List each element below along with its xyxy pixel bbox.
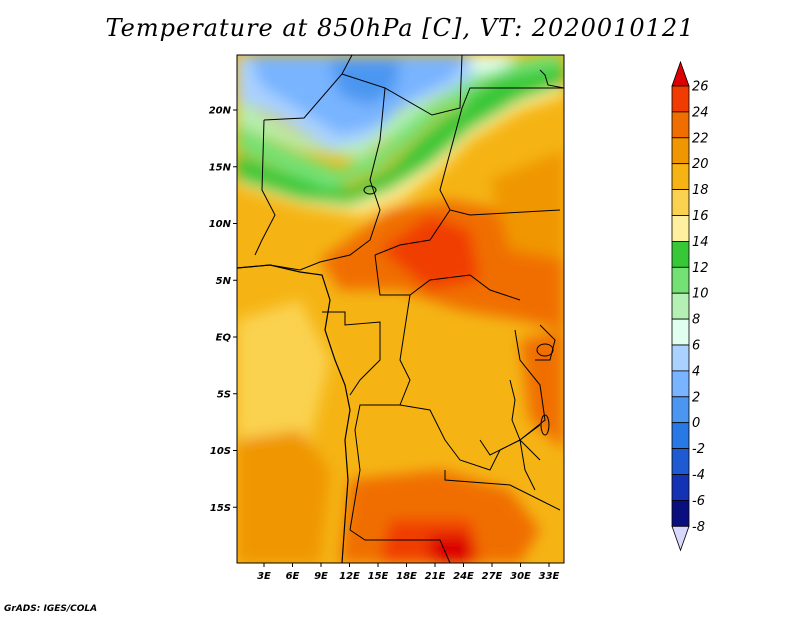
colorbar-swatch [671, 85, 690, 113]
lat-tick-label: EQ [216, 333, 232, 344]
colorbar-label: -6 [692, 494, 705, 509]
lat-tick-label: 5S [217, 389, 231, 400]
map-frame [236, 54, 565, 564]
lat-tick-label: 15S [210, 503, 231, 514]
colorbar-swatch [671, 396, 690, 424]
latitude-axis: 20N 15N 10N 5N EQ 5S 10S 15S [209, 106, 237, 514]
colorbar-swatch [671, 215, 690, 242]
colorbar-swatch [671, 499, 690, 527]
colorbar-label: -4 [692, 468, 705, 483]
colorbar-label: 24 [692, 105, 709, 120]
longitude-axis: 3E 6E 9E 12E 15E 18E 21E 24E 27E 30E 33E [257, 563, 560, 582]
colorbar-swatch [671, 266, 690, 294]
colorbar-swatch [671, 163, 690, 190]
lon-tick-label: 12E [339, 571, 360, 582]
map-title: Temperature at 850hPa [C], VT: 202001012… [105, 14, 695, 42]
colorbar-bottom-arrow [671, 525, 690, 552]
colorbar-label: 0 [692, 416, 700, 431]
lon-tick-label: 33E [539, 571, 560, 582]
lon-tick-label: 21E [425, 571, 446, 582]
lat-tick-label: 20N [209, 106, 232, 117]
colorbar-swatch [671, 240, 690, 268]
colorbar-swatch [671, 137, 690, 165]
lat-tick-label: 5N [216, 276, 232, 287]
temperature-field [237, 55, 564, 563]
lat-tick-label: 15N [209, 162, 232, 173]
colorbar-label: 4 [692, 364, 700, 379]
colorbar-label: 12 [692, 261, 709, 276]
coastline [236, 264, 351, 564]
lon-tick-label: 9E [314, 571, 328, 582]
colorbar-label: 18 [692, 183, 709, 198]
colorbar-label: 14 [692, 235, 709, 250]
red-sea-coast [539, 69, 565, 89]
colorbar-swatch [671, 292, 690, 320]
lat-tick-label: 10S [210, 446, 231, 457]
colorbar-label: 22 [692, 131, 709, 146]
lon-tick-label: 3E [257, 571, 271, 582]
lon-tick-label: 24E [453, 571, 474, 582]
colorbar-swatch [671, 448, 690, 475]
colorbar-top-arrow [671, 60, 690, 87]
colorbar-label: -8 [692, 520, 705, 535]
lakes [363, 185, 554, 491]
colorbar-swatch [671, 111, 690, 139]
colorbar-swatch [671, 422, 690, 450]
colorbar-label: 2 [692, 390, 700, 405]
colorbar-swatch [671, 474, 690, 501]
colorbar-label: -2 [692, 442, 705, 457]
colorbar-swatch [671, 370, 690, 398]
grads-credit: GrADS: IGES/COLA [4, 604, 98, 614]
colorbar-label: 20 [692, 157, 709, 172]
colorbar-swatch [671, 189, 690, 216]
lat-tick-label: 10N [209, 219, 232, 230]
colorbar-swatch [671, 318, 690, 346]
colorbar-label: 8 [692, 313, 700, 328]
colorbar-label: 26 [692, 80, 709, 95]
lon-tick-label: 30E [510, 571, 531, 582]
lon-tick-label: 18E [396, 571, 417, 582]
lon-tick-label: 27E [482, 571, 503, 582]
colorbar-swatch [671, 344, 690, 372]
lon-tick-label: 6E [286, 571, 300, 582]
lon-tick-label: 15E [368, 571, 389, 582]
country-boundaries [236, 54, 564, 564]
colorbar-label: 16 [692, 209, 709, 224]
colorbar-label: 10 [692, 287, 709, 302]
colorbar-label: 6 [692, 339, 700, 354]
